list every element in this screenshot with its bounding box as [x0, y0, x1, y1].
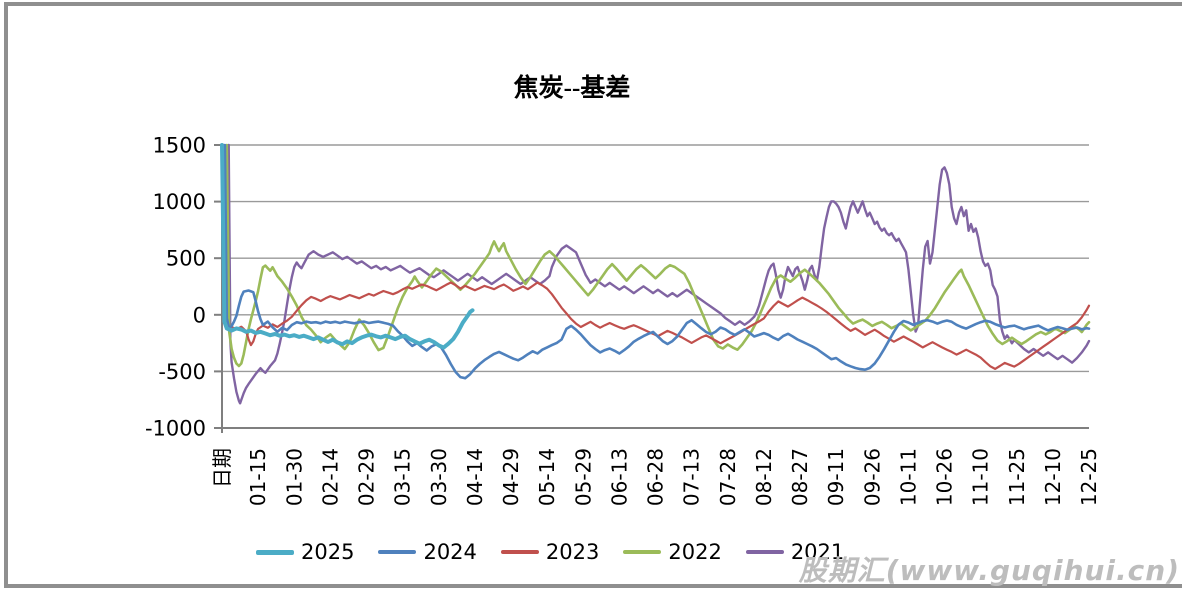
legend-item-2024: 2024	[378, 540, 477, 564]
x-axis-tick-label: 04-29	[499, 448, 523, 506]
x-axis-tick-label: 10-11	[896, 448, 920, 506]
watermark: 股期汇(www.guqihui.cn)	[798, 554, 1180, 587]
x-axis-tick-label: 01-15	[246, 448, 270, 506]
x-axis-tick-label: 03-30	[427, 448, 451, 506]
legend-item-2022: 2022	[623, 540, 722, 564]
y-axis-tick-label: 1000	[153, 190, 206, 214]
x-axis-tick-label: 05-29	[571, 448, 595, 506]
x-axis-tick-label: 05-14	[535, 448, 559, 506]
legend-label: 2022	[668, 540, 722, 564]
legend-line-swatch	[378, 550, 417, 554]
x-axis-tick-label: 02-14	[318, 448, 342, 506]
y-axis-tick-label: 1500	[153, 134, 206, 158]
x-axis-tick-label: 01-30	[282, 448, 306, 506]
x-axis-tick-label: 09-26	[860, 448, 884, 506]
x-axis-title-label: 日期	[210, 448, 234, 488]
x-axis-tick-label: 04-14	[463, 448, 487, 506]
x-axis-tick-label: 11-25	[1005, 448, 1029, 506]
series-line-2025	[220, 143, 475, 350]
legend-item-2021: 2021	[745, 540, 845, 564]
x-axis-tick-label: 12-10	[1041, 448, 1065, 506]
y-axis-tick-label: 0	[193, 303, 206, 327]
legend-line-swatch	[500, 550, 539, 554]
series-line-2023	[222, 143, 1091, 370]
x-axis-tick-label: 10-26	[933, 448, 957, 506]
x-axis-tick-label: 07-28	[716, 448, 740, 506]
legend-line-swatch	[745, 550, 784, 554]
x-axis-tick-label: 08-12	[752, 448, 776, 506]
x-axis-tick-label: 09-11	[824, 448, 848, 506]
legend-line-swatch	[623, 550, 662, 554]
y-axis-tick-label: -500	[158, 360, 206, 384]
x-axis-tick-label: 03-15	[391, 448, 415, 506]
x-axis-tick-label: 02-29	[355, 448, 379, 506]
y-axis-tick-label: 500	[166, 247, 206, 271]
x-axis-tick-label: 08-27	[788, 448, 812, 506]
legend-label: 2024	[423, 540, 477, 564]
chart-legend: 2025 2024 2023 2022 2021	[256, 540, 868, 564]
legend-label: 2023	[545, 540, 600, 564]
legend-label: 2025	[301, 540, 355, 564]
series-line-2021	[227, 143, 1091, 405]
legend-item-2023: 2023	[500, 540, 600, 564]
legend-line-swatch	[256, 549, 294, 555]
series-line-2022	[225, 143, 1091, 368]
x-axis-tick-label: 06-13	[607, 448, 631, 506]
y-axis-tick-label: -1000	[145, 417, 206, 441]
x-axis-tick-label: 12-25	[1077, 448, 1101, 506]
legend-item-2025: 2025	[256, 540, 354, 564]
chart-title: 焦炭--基差	[513, 75, 631, 102]
x-axis-tick-label: 06-28	[644, 448, 668, 506]
x-axis-tick-label: 11-10	[969, 448, 993, 506]
legend-label: 2021	[790, 540, 845, 564]
x-axis-tick-label: 07-13	[680, 448, 704, 506]
series-line-2024	[223, 143, 1091, 380]
